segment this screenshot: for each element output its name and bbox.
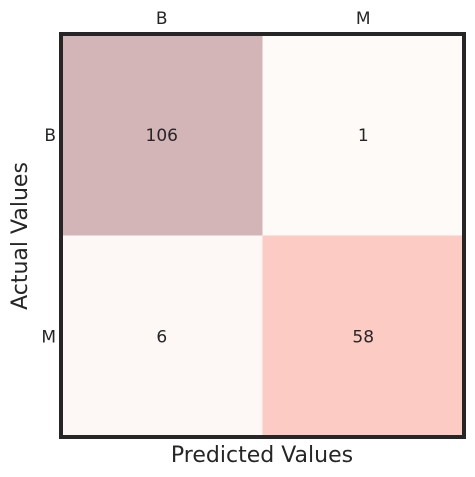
heatmap-cell-M-M — [262, 235, 464, 437]
y-axis-title: Actual Values — [8, 162, 33, 310]
heatmap-cell-B-M — [262, 34, 464, 236]
cell-value-labels: 106 1 6 58 — [146, 126, 375, 348]
cell-value-M-B: 6 — [156, 327, 167, 347]
plot-frame — [59, 32, 466, 439]
y-tick-labels: BM — [41, 126, 56, 348]
heatmap-cells — [61, 34, 464, 437]
y-tick-label: B — [44, 126, 56, 146]
heatmap-cell-B-B — [61, 34, 263, 236]
x-tick-label: B — [156, 9, 168, 29]
x-axis-title: Predicted Values — [171, 443, 353, 468]
y-tick-label: M — [41, 327, 56, 347]
heatmap-cell-M-B — [61, 235, 263, 437]
x-tick-label: M — [356, 9, 371, 29]
cell-value-B-B: 106 — [146, 126, 178, 146]
cell-value-B-M: 1 — [358, 126, 369, 146]
cell-value-M-M: 58 — [352, 327, 374, 347]
